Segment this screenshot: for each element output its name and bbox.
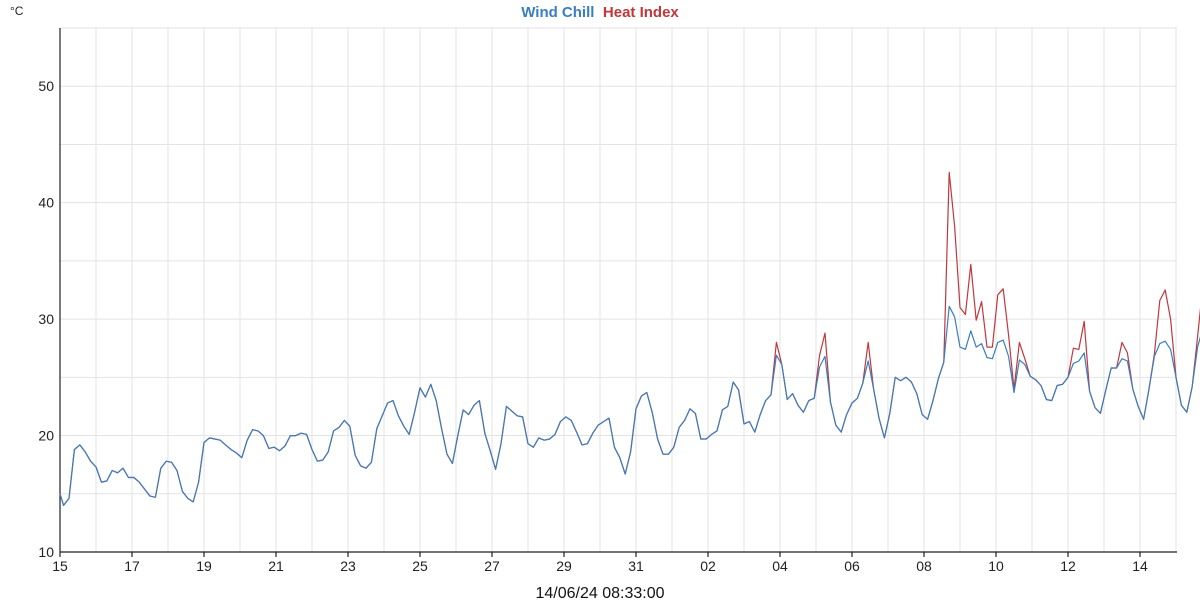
x-tick-label: 04 [772,558,788,574]
series-line-heat-index [59,171,1200,506]
x-tick-label: 19 [196,558,212,574]
x-tick-label: 25 [412,558,428,574]
x-tick-label: 14 [1132,558,1148,574]
x-tick-label: 27 [484,558,500,574]
x-tick-label: 10 [988,558,1004,574]
grid-lines [59,27,1177,553]
x-tick-label: 08 [916,558,932,574]
axes [59,28,1177,557]
y-tick-label: 20 [38,428,54,444]
series-lines [59,171,1200,506]
title-heat-index: Heat Index [603,4,680,21]
x-tick-label: 06 [844,558,860,574]
x-tick-label: 23 [340,558,356,574]
x-tick-label: 02 [700,558,716,574]
y-unit-label: °C [10,4,24,18]
x-tick-label: 31 [628,558,644,574]
timestamp-label: 14/06/24 08:33:00 [535,585,664,600]
y-tick-label: 30 [38,311,54,327]
title-wind-chill: Wind Chill [521,4,594,21]
y-tick-label: 10 [38,544,54,560]
y-tick-label: 40 [38,195,54,211]
series-line-wind-chill [59,305,1200,506]
chart-title: Wind Chill Heat Index [521,4,679,21]
x-tick-label: 12 [1060,558,1076,574]
y-tick-label: 50 [38,78,54,94]
x-tick-label: 15 [52,558,68,574]
x-tick-label: 21 [268,558,284,574]
x-tick-label: 29 [556,558,572,574]
x-tick-label: 17 [124,558,140,574]
tick-labels: 10 20 30 40 50 15 17 19 21 23 25 27 29 31 02 04 06 08 10 12… [38,78,1148,574]
